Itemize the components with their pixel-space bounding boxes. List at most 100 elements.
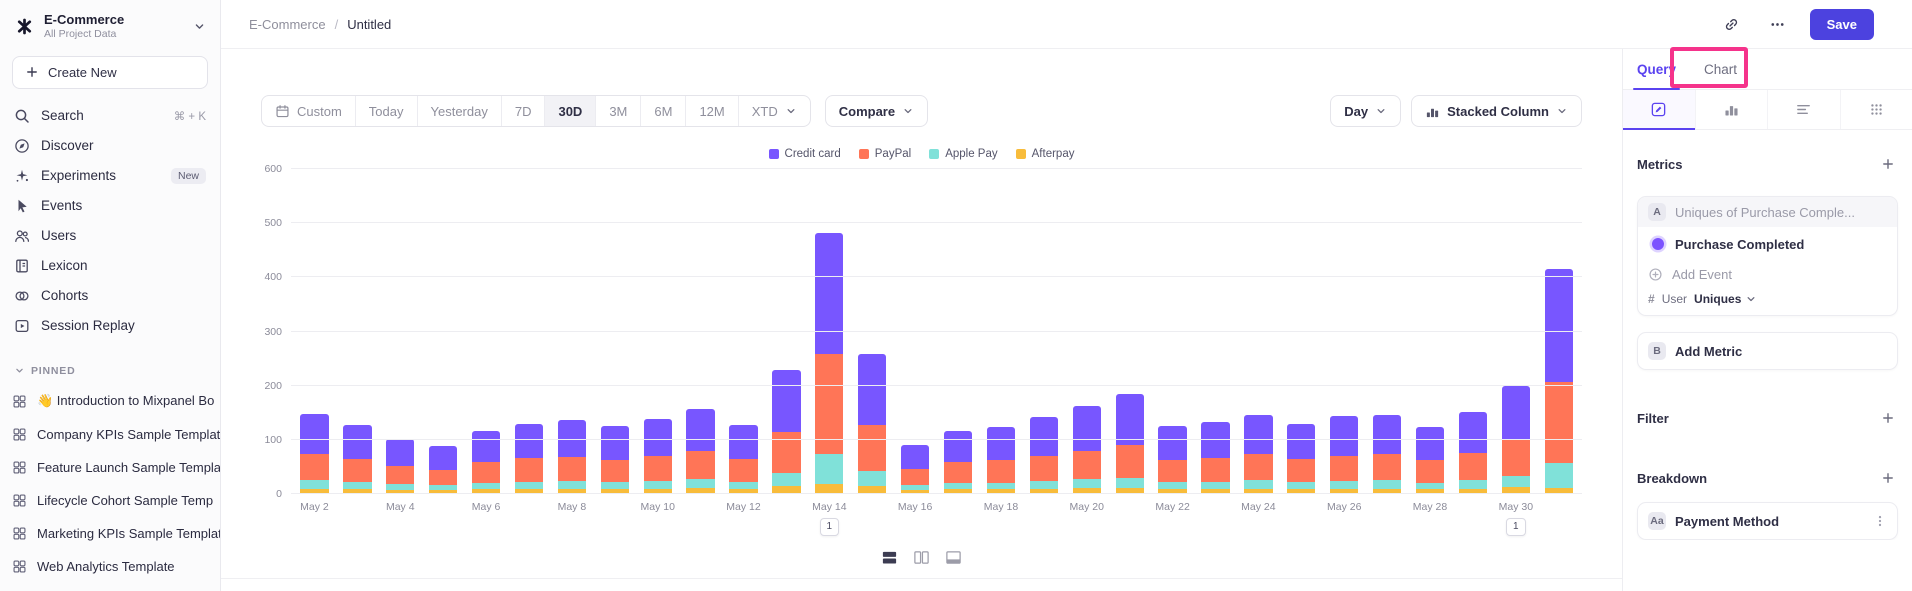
bar-segment[interactable] — [1501, 440, 1530, 477]
bar-segment[interactable] — [1544, 487, 1573, 494]
bar-segment[interactable] — [1029, 481, 1059, 489]
bar-segment[interactable] — [643, 488, 672, 494]
bar-segment[interactable] — [686, 408, 715, 452]
bar-may-30[interactable] — [1501, 169, 1530, 494]
bar-segment[interactable] — [343, 424, 372, 460]
bar-segment[interactable] — [429, 485, 458, 491]
bar-segment[interactable] — [815, 354, 844, 455]
add-event-row[interactable]: Add Event — [1638, 261, 1897, 288]
bar-may-7[interactable] — [514, 169, 544, 494]
bar-segment[interactable] — [943, 482, 973, 490]
add-breakdown-plus-button[interactable] — [1878, 468, 1898, 488]
bar-segment[interactable] — [1415, 489, 1445, 494]
bar-may-23[interactable] — [1201, 169, 1230, 494]
bar-segment[interactable] — [1330, 481, 1359, 489]
bar-segment[interactable] — [943, 430, 973, 463]
pinned-item[interactable]: Company KPIs Sample Templat — [0, 418, 220, 451]
bar-may-14[interactable] — [815, 169, 844, 494]
legend-item[interactable]: Afterpay — [1015, 148, 1074, 160]
bar-segment[interactable] — [1072, 406, 1101, 451]
bar-segment[interactable] — [900, 490, 930, 494]
bar-may-17[interactable] — [943, 169, 973, 494]
bar-segment[interactable] — [1458, 453, 1488, 481]
bar-segment[interactable] — [514, 458, 544, 482]
date-range-6m[interactable]: 6M — [640, 96, 685, 126]
bar-segment[interactable] — [386, 484, 415, 490]
bar-may-10[interactable] — [643, 169, 672, 494]
add-filter-plus-button[interactable] — [1878, 408, 1898, 428]
bar-may-19[interactable] — [1029, 169, 1059, 494]
bar-may-24[interactable] — [1244, 169, 1273, 494]
bar-segment[interactable] — [772, 369, 801, 433]
bar-segment[interactable] — [858, 485, 887, 494]
bar-segment[interactable] — [1415, 460, 1445, 483]
pinned-item[interactable]: Marketing KPIs Sample Templat — [0, 517, 220, 550]
bar-segment[interactable] — [429, 490, 458, 494]
bar-may-5[interactable] — [429, 169, 458, 494]
sidebar-item-events[interactable]: Events — [0, 191, 220, 221]
subtab-build[interactable] — [1623, 90, 1695, 130]
bar-segment[interactable] — [1415, 482, 1445, 490]
date-range-7d[interactable]: 7D — [500, 96, 545, 126]
bar-segment[interactable] — [686, 451, 715, 480]
bar-segment[interactable] — [300, 454, 329, 481]
bar-segment[interactable] — [386, 489, 415, 494]
bar-segment[interactable] — [600, 482, 629, 490]
granularity-dropdown[interactable]: Day — [1330, 95, 1402, 127]
bar-segment[interactable] — [1287, 458, 1316, 483]
bar-segment[interactable] — [471, 489, 501, 494]
bar-segment[interactable] — [986, 426, 1016, 461]
bar-segment[interactable] — [729, 489, 758, 494]
bar-segment[interactable] — [557, 456, 587, 482]
share-link-button[interactable] — [1718, 10, 1746, 38]
bar-may-3[interactable] — [343, 169, 372, 494]
pinned-item[interactable]: 👋 Introduction to Mixpanel Bo — [0, 385, 220, 418]
kebab-menu-icon[interactable] — [1873, 514, 1887, 528]
bar-segment[interactable] — [514, 488, 544, 494]
compare-button[interactable]: Compare — [824, 95, 929, 127]
bar-may-26[interactable] — [1330, 169, 1359, 494]
bar-may-13[interactable] — [772, 169, 801, 494]
tab-chart[interactable]: Chart — [1704, 61, 1738, 77]
event-row[interactable]: Purchase Completed — [1638, 227, 1897, 261]
bar-may-16[interactable] — [900, 169, 930, 494]
breakdown-item[interactable]: Aa Payment Method — [1637, 502, 1898, 540]
bar-segment[interactable] — [1244, 480, 1273, 489]
bar-segment[interactable] — [1158, 482, 1187, 490]
bar-segment[interactable] — [858, 354, 887, 425]
bar-segment[interactable] — [815, 233, 844, 355]
bar-may-28[interactable] — [1415, 169, 1445, 494]
bar-segment[interactable] — [300, 480, 329, 489]
bar-segment[interactable] — [1158, 459, 1187, 483]
bar-segment[interactable] — [471, 430, 501, 463]
bar-may-31[interactable] — [1544, 169, 1573, 494]
breadcrumb-project[interactable]: E-Commerce — [249, 16, 326, 32]
layout-columns-button[interactable] — [911, 546, 933, 568]
bar-may-6[interactable] — [471, 169, 501, 494]
layout-bottom-panel-button[interactable] — [943, 546, 965, 568]
bar-segment[interactable] — [772, 486, 801, 494]
subtab-data-table[interactable] — [1767, 90, 1840, 129]
sidebar-item-experiments[interactable]: Experiments New — [0, 161, 220, 191]
sidebar-item-discover[interactable]: Discover — [0, 131, 220, 161]
bar-segment[interactable] — [300, 488, 329, 494]
bar-segment[interactable] — [600, 425, 629, 460]
bar-segment[interactable] — [471, 482, 501, 490]
pinned-item[interactable]: Web Analytics Template — [0, 550, 220, 583]
date-range-3m[interactable]: 3M — [595, 96, 640, 126]
bar-may-11[interactable] — [686, 169, 715, 494]
sidebar-item-users[interactable]: Users — [0, 221, 220, 251]
sidebar-item-cohorts[interactable]: Cohorts — [0, 281, 220, 311]
subtab-visualization[interactable] — [1694, 90, 1768, 129]
bar-segment[interactable] — [471, 462, 501, 483]
bar-segment[interactable] — [1158, 489, 1187, 494]
bar-segment[interactable] — [1287, 489, 1316, 494]
bar-segment[interactable] — [1201, 421, 1230, 458]
annotation-badge[interactable]: 1 — [1506, 518, 1526, 536]
bar-segment[interactable] — [343, 482, 372, 490]
bar-segment[interactable] — [557, 481, 587, 489]
bar-segment[interactable] — [1372, 480, 1402, 489]
breadcrumb-report-title[interactable]: Untitled — [347, 16, 392, 32]
bar-segment[interactable] — [815, 484, 844, 494]
bar-segment[interactable] — [386, 466, 415, 485]
